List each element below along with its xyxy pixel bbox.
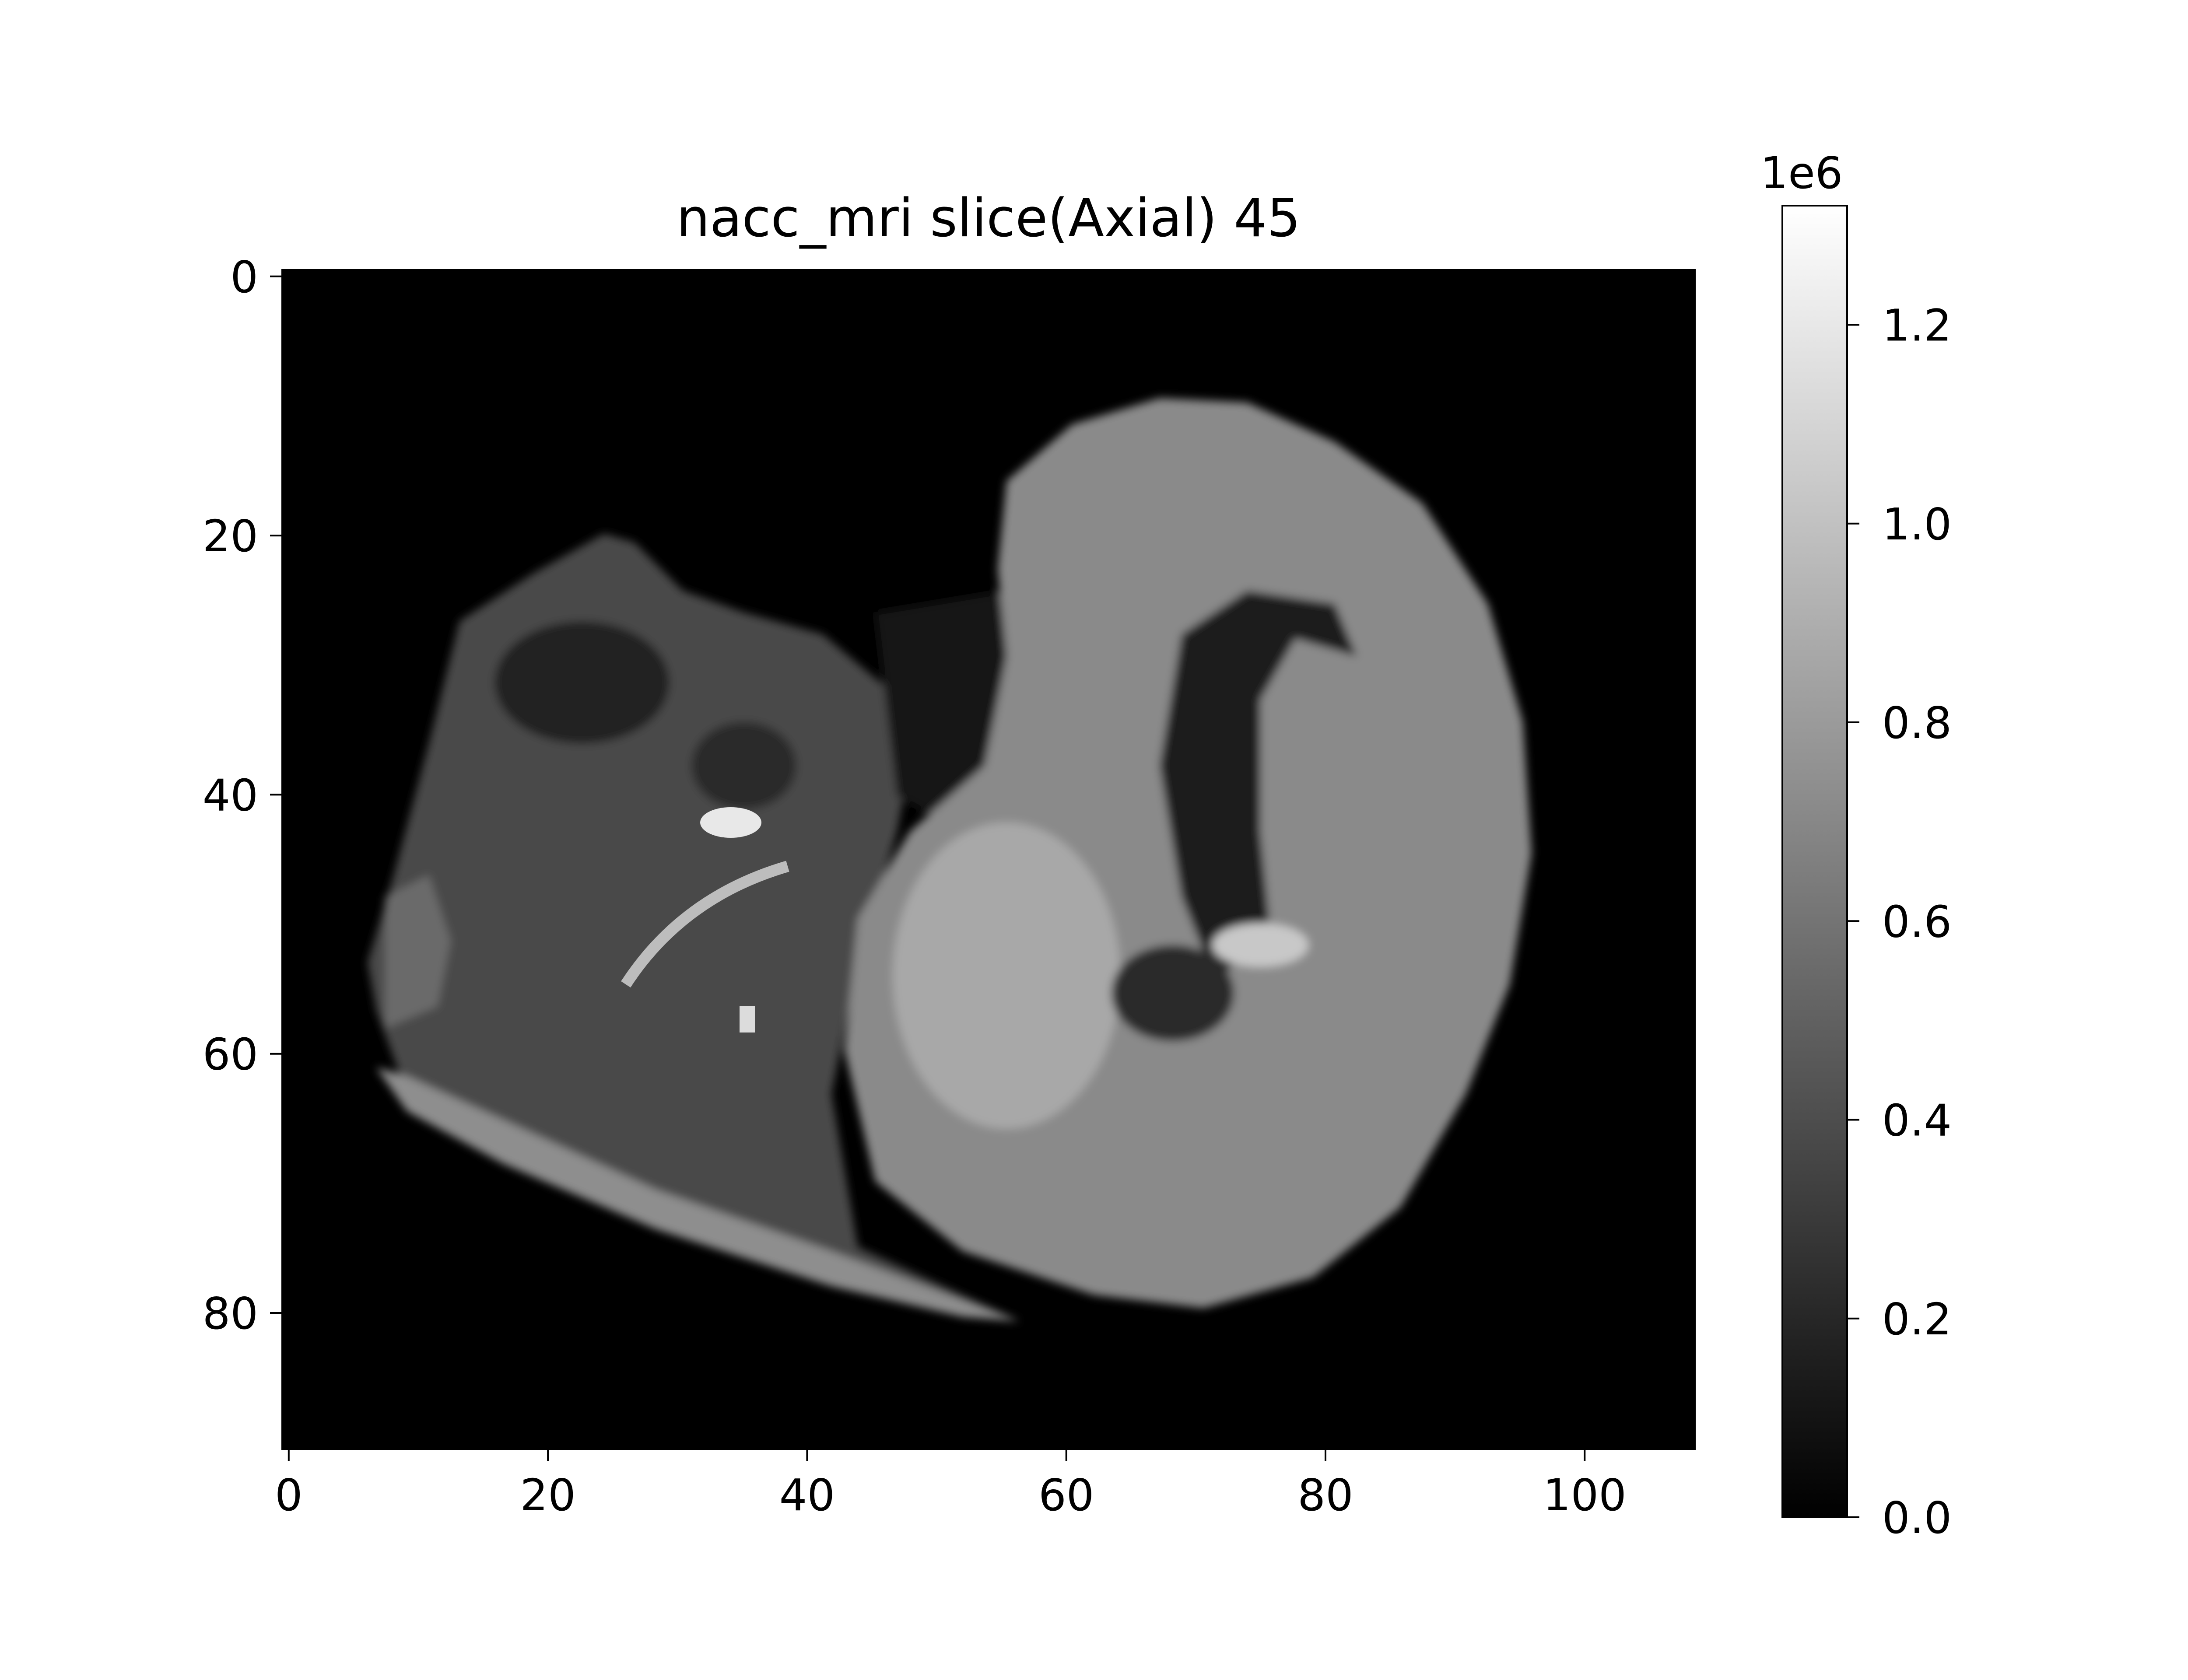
bright-curve xyxy=(621,861,789,988)
sinus-dark xyxy=(691,722,796,809)
midbrain-dark xyxy=(1112,945,1234,1041)
x-tick-label: 80 xyxy=(1297,1470,1353,1521)
colorbar-ticks: 0.0 0.2 0.4 0.6 0.8 1.0 1.2 xyxy=(1847,300,1952,1544)
y-axis: 0 20 40 60 80 xyxy=(203,252,282,1339)
face-skin-edge xyxy=(376,1068,1020,1321)
plot-area xyxy=(281,269,1696,1450)
face-cheek xyxy=(385,875,451,1028)
brainstem-light xyxy=(893,822,1120,1129)
colorbar-gradient xyxy=(1781,205,1848,1518)
colorbar: 0.0 0.2 0.4 0.6 0.8 1.0 1.2 1e6 xyxy=(1760,147,1952,1544)
orbit-dark xyxy=(494,621,670,744)
mri-slice-image xyxy=(368,398,1532,1321)
colorbar-offset-label: 1e6 xyxy=(1760,147,1843,199)
chart-title: nacc_mri slice(Axial) 45 xyxy=(677,188,1301,249)
x-tick-label: 40 xyxy=(779,1470,835,1521)
colorbar-tick-label: 0.0 xyxy=(1882,1492,1952,1544)
colorbar-tick-label: 0.6 xyxy=(1882,896,1952,947)
x-tick-label: 0 xyxy=(275,1470,303,1521)
y-tick-label: 60 xyxy=(203,1029,258,1080)
y-tick-label: 40 xyxy=(203,770,258,821)
y-tick-label: 20 xyxy=(203,511,258,562)
x-tick-label: 20 xyxy=(520,1470,575,1521)
colorbar-tick-label: 1.0 xyxy=(1882,499,1952,550)
colorbar-tick-label: 1.2 xyxy=(1882,300,1952,351)
ventricle-dark xyxy=(1160,591,1357,984)
x-tick-label: 60 xyxy=(1038,1470,1094,1521)
y-tick-label: 0 xyxy=(230,252,258,303)
y-tick-label: 80 xyxy=(203,1288,258,1339)
temporal-bright xyxy=(1212,923,1308,967)
plot-frame xyxy=(281,269,1696,1450)
colorbar-tick-label: 0.4 xyxy=(1882,1095,1952,1146)
x-axis: 0 20 40 60 80 100 xyxy=(275,1449,1627,1521)
bright-spot xyxy=(700,807,761,838)
colorbar-tick-label: 0.8 xyxy=(1882,697,1952,749)
x-tick-label: 100 xyxy=(1543,1470,1627,1521)
bright-pixel xyxy=(740,1006,755,1032)
colorbar-tick-label: 0.2 xyxy=(1882,1294,1952,1345)
